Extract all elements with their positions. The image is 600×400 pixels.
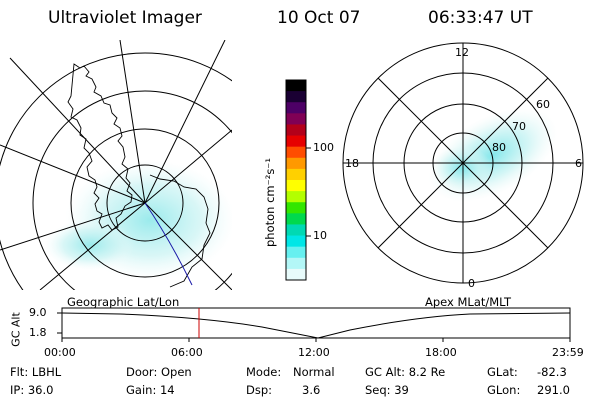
date-label: 10 Oct 07 bbox=[277, 8, 361, 28]
colorbar-swatch bbox=[286, 91, 306, 103]
glat-value: -82.3 bbox=[537, 365, 567, 379]
mlt-label-0: 0 bbox=[468, 277, 475, 290]
mlat-label-60: 60 bbox=[536, 98, 550, 111]
colorbar-swatch bbox=[286, 102, 306, 114]
altitude-ytick-low: 1.8 bbox=[29, 326, 47, 339]
ip-info: IP: 36.0 bbox=[10, 383, 54, 397]
mode-label: Mode: bbox=[246, 365, 282, 379]
mlt-label-12: 12 bbox=[455, 46, 469, 59]
colorbar-swatch bbox=[286, 168, 306, 181]
time-label: 06:33:47 UT bbox=[428, 8, 533, 28]
xtick-1800: 18:00 bbox=[425, 346, 457, 359]
magnetic-polar-plot bbox=[342, 42, 584, 284]
colorbar-swatch bbox=[286, 124, 306, 137]
colorbar-swatch bbox=[286, 235, 306, 248]
meridian-6 bbox=[0, 202, 146, 251]
colorbar-swatch bbox=[286, 180, 306, 192]
glon-value: 291.0 bbox=[537, 383, 570, 397]
altitude-curve bbox=[61, 312, 571, 339]
lat-circle-3 bbox=[70, 128, 220, 278]
meridian-1 bbox=[9, 57, 146, 204]
colorbar-swatch bbox=[286, 135, 306, 148]
filter-info: Flt: LBHL bbox=[10, 365, 62, 379]
altitude-plot bbox=[57, 307, 571, 342]
dsp-label: Dsp: bbox=[246, 383, 273, 397]
geographic-map-label: Geographic Lat/Lon bbox=[67, 295, 180, 309]
app-title: Ultraviolet Imager bbox=[48, 8, 202, 28]
lat-circle-1 bbox=[0, 52, 232, 290]
gain-info: Gain: 14 bbox=[126, 383, 175, 397]
geographic-map bbox=[0, 40, 232, 290]
magnetic-plot-label: Apex MLat/MLT bbox=[425, 295, 512, 309]
colorbar-swatch bbox=[286, 146, 306, 159]
colorbar-swatch bbox=[286, 257, 306, 270]
coastline bbox=[67, 63, 211, 288]
colorbar-swatch bbox=[286, 213, 306, 225]
altitude-ytick-high: 9.0 bbox=[29, 306, 47, 319]
orbit-track bbox=[144, 202, 193, 286]
colorbar bbox=[285, 79, 311, 281]
meridian-3 bbox=[144, 40, 226, 204]
colorbar-swatch bbox=[286, 246, 306, 259]
seq-info: Seq: 39 bbox=[365, 383, 409, 397]
meridian-7 bbox=[144, 202, 232, 290]
lat-circle-4 bbox=[106, 164, 184, 242]
mlat-label-80: 80 bbox=[492, 141, 506, 154]
colorbar-tick-100: 100 bbox=[313, 141, 334, 154]
meridian-2 bbox=[119, 40, 146, 204]
mlt-label-6: 6 bbox=[575, 157, 582, 170]
glat-label: GLat: bbox=[487, 365, 518, 379]
colorbar-swatch bbox=[286, 191, 306, 203]
meridian-4 bbox=[144, 129, 232, 204]
door-info: Door: Open bbox=[126, 365, 192, 379]
colorbar-swatch bbox=[286, 268, 306, 281]
colorbar-swatch bbox=[286, 80, 306, 92]
lat-circle-2 bbox=[32, 90, 232, 290]
mlat-label-70: 70 bbox=[512, 120, 526, 133]
colorbar-unit-label: photon cm⁻²s⁻¹ bbox=[263, 158, 277, 247]
xtick-1200: 12:00 bbox=[298, 346, 330, 359]
meridian-5 bbox=[39, 202, 146, 290]
colorbar-swatch bbox=[286, 224, 306, 237]
xtick-2359: 23:59 bbox=[552, 346, 584, 359]
colorbar-swatch bbox=[286, 157, 306, 170]
mlt-label-18: 18 bbox=[345, 157, 359, 170]
xtick-0000: 00:00 bbox=[44, 346, 76, 359]
colorbar-swatch bbox=[286, 113, 306, 125]
xtick-0600: 06:00 bbox=[171, 346, 203, 359]
altitude-axis-label: GC Alt bbox=[9, 312, 23, 347]
glon-label: GLon: bbox=[487, 383, 521, 397]
gc-alt-info: GC Alt: 8.2 Re bbox=[365, 365, 446, 379]
meridian-8 bbox=[0, 144, 146, 204]
colorbar-swatch bbox=[286, 202, 306, 214]
mode-value: Normal bbox=[293, 365, 335, 379]
colorbar-tick-10: 10 bbox=[313, 229, 327, 242]
dsp-value: 3.6 bbox=[302, 383, 321, 397]
